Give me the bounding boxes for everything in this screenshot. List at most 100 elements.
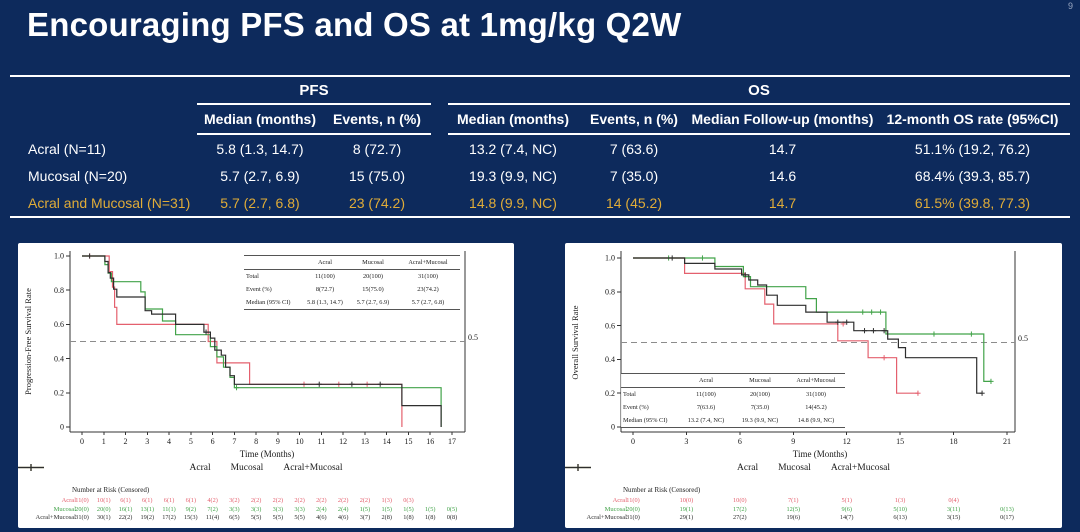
summary-corner-2 bbox=[10, 105, 197, 135]
legend-item-acral: Acral bbox=[737, 463, 758, 473]
row-label-acral: Acral (N=11) bbox=[10, 135, 197, 162]
inset-cell: 31(100) bbox=[396, 270, 460, 283]
legend-label: Acral bbox=[190, 463, 211, 473]
x-tick-label: 9 bbox=[791, 437, 795, 446]
cell-acral-pfs-median: 5.8 (1.3, 14.7) bbox=[197, 135, 323, 162]
inset-row-label: Total bbox=[244, 270, 300, 283]
cell-mucosal-os-followup: 14.6 bbox=[690, 162, 875, 189]
x-tick-label: 21 bbox=[1003, 437, 1011, 446]
inset-row-label: Event (%) bbox=[244, 283, 300, 296]
cell-mucosal-pfs-median: 5.7 (2.7, 6.9) bbox=[197, 162, 323, 189]
y-tick-label: 0.8 bbox=[605, 288, 615, 297]
pfs-km-chart: 0.5012345678910111213141516171.00.80.60.… bbox=[18, 243, 514, 528]
cell-combined-os-followup: 14.7 bbox=[690, 189, 875, 216]
inset-cell: 5.8 (1.3, 14.7) bbox=[300, 296, 350, 309]
risk-count: 27(2) bbox=[720, 514, 760, 521]
legend-label: Acral+Mucosal bbox=[831, 463, 890, 473]
cell-acral-os-followup: 14.7 bbox=[690, 135, 875, 162]
cell-mucosal-os-median: 19.3 (9.9, NC) bbox=[448, 162, 578, 189]
y-tick-label: 0.6 bbox=[605, 321, 615, 330]
x-axis-title: Time (Months) bbox=[240, 449, 294, 459]
x-tick-label: 10 bbox=[296, 437, 304, 446]
inset-row-label: Event (%) bbox=[621, 401, 679, 414]
summary-table: PFS OS Median (months) Events, n (%) Med… bbox=[10, 75, 1070, 218]
inset-cell: 8(72.7) bbox=[300, 283, 350, 296]
x-tick-label: 16 bbox=[426, 437, 434, 446]
risk-count: 29(1) bbox=[666, 514, 706, 521]
x-tick-label: 12 bbox=[339, 437, 347, 446]
x-tick-label: 9 bbox=[276, 437, 280, 446]
y-tick-label: 1.0 bbox=[605, 254, 615, 263]
x-tick-label: 0 bbox=[80, 437, 84, 446]
x-tick-label: 17 bbox=[448, 437, 456, 446]
legend-label: Acral bbox=[737, 463, 758, 473]
risk-count: 5(10) bbox=[880, 506, 920, 513]
legend-label: Acral+Mucosal bbox=[283, 463, 342, 473]
risk-count: 0(5) bbox=[432, 506, 472, 513]
cell-acral-os-events: 7 (63.6) bbox=[578, 135, 690, 162]
x-tick-label: 15 bbox=[404, 437, 412, 446]
y-tick-label: 0 bbox=[60, 423, 64, 432]
survival-curve-mucosal bbox=[633, 258, 991, 381]
inset-cell: 31(100) bbox=[787, 388, 845, 401]
row-label-mucosal: Mucosal (N=20) bbox=[10, 162, 197, 189]
legend-label: Mucosal bbox=[231, 463, 264, 473]
y-tick-label: 1.0 bbox=[54, 252, 64, 261]
row-label-acral-and-mucosal: Acral and Mucosal (N=31) bbox=[10, 189, 197, 216]
inset-cell: 7(35.0) bbox=[733, 401, 787, 414]
inset-cell: 7(63.6) bbox=[679, 401, 733, 414]
inset-col-header: Acral bbox=[300, 256, 350, 270]
risk-count: 6(13) bbox=[880, 514, 920, 521]
risk-table-title: Number at Risk (Censored) bbox=[72, 486, 149, 494]
col-header-os-events: Events, n (%) bbox=[578, 105, 690, 135]
legend-item-acral-mucosal: Acral+Mucosal bbox=[283, 463, 342, 473]
y-tick-label: 0 bbox=[611, 423, 615, 432]
legend-item-acral: Acral bbox=[190, 463, 211, 473]
risk-count: 12(5) bbox=[773, 506, 813, 513]
inset-row-label: Total bbox=[621, 388, 679, 401]
col-header-os-rate: 12-month OS rate (95%CI) bbox=[875, 105, 1070, 135]
inset-cell: 20(100) bbox=[733, 388, 787, 401]
inset-cell: 5.7 (2.7, 6.8) bbox=[396, 296, 460, 309]
x-tick-label: 15 bbox=[896, 437, 904, 446]
risk-count: 7(1) bbox=[773, 497, 813, 504]
inset-cell: 11(100) bbox=[679, 388, 733, 401]
risk-count: 11(0) bbox=[613, 497, 653, 504]
risk-count: 9(6) bbox=[827, 506, 867, 513]
x-axis-title: Time (Months) bbox=[793, 449, 847, 459]
legend-item-mucosal: Mucosal bbox=[778, 463, 811, 473]
x-tick-label: 7 bbox=[232, 437, 236, 446]
inset-corner bbox=[244, 256, 300, 270]
cell-combined-os-rate: 61.5% (39.8, 77.3) bbox=[875, 189, 1070, 216]
legend-item-acral-mucosal: Acral+Mucosal bbox=[831, 463, 890, 473]
x-tick-label: 3 bbox=[684, 437, 688, 446]
y-axis-title: Progression-Free Survival Rate bbox=[23, 288, 33, 395]
inset-row-label: Median (95% CI) bbox=[244, 296, 300, 309]
risk-count: 0(13) bbox=[987, 506, 1027, 513]
group-header-pfs: PFS bbox=[197, 77, 431, 105]
y-axis-title: Overall Survival Rate bbox=[570, 305, 580, 379]
slide: 9 Encouraging PFS and OS at 1mg/kg Q2W P… bbox=[0, 0, 1080, 532]
cell-acral-os-rate: 51.1% (19.2, 76.2) bbox=[875, 135, 1070, 162]
risk-count: 14(7) bbox=[827, 514, 867, 521]
cell-acral-os-median: 13.2 (7.4, NC) bbox=[448, 135, 578, 162]
x-tick-label: 2 bbox=[124, 437, 128, 446]
risk-count: 1(3) bbox=[880, 497, 920, 504]
cell-mucosal-os-rate: 68.4% (39.3, 85.7) bbox=[875, 162, 1070, 189]
page-title: Encouraging PFS and OS at 1mg/kg Q2W bbox=[27, 6, 681, 44]
risk-count: 5(1) bbox=[827, 497, 867, 504]
inset-cell: 19.3 (9.9, NC) bbox=[733, 414, 787, 427]
risk-count: 0(17) bbox=[987, 514, 1027, 521]
inset-col-header: Mucosal bbox=[350, 256, 396, 270]
inset-table: AcralMucosalAcral+MucosalTotal11(100)20(… bbox=[244, 255, 460, 310]
reference-line-label: 0.5 bbox=[468, 333, 478, 342]
risk-count: 3(15) bbox=[934, 514, 974, 521]
legend-item-mucosal: Mucosal bbox=[231, 463, 264, 473]
x-tick-label: 1 bbox=[102, 437, 106, 446]
cell-combined-os-events: 14 (45.2) bbox=[578, 189, 690, 216]
risk-count: 0(8) bbox=[432, 514, 472, 521]
inset-col-header: Acral+Mucosal bbox=[396, 256, 460, 270]
cell-combined-pfs-median: 5.7 (2.7, 6.8) bbox=[197, 189, 323, 216]
col-header-pfs-events: Events, n (%) bbox=[323, 105, 431, 135]
col-header-pfs-median: Median (months) bbox=[197, 105, 323, 135]
